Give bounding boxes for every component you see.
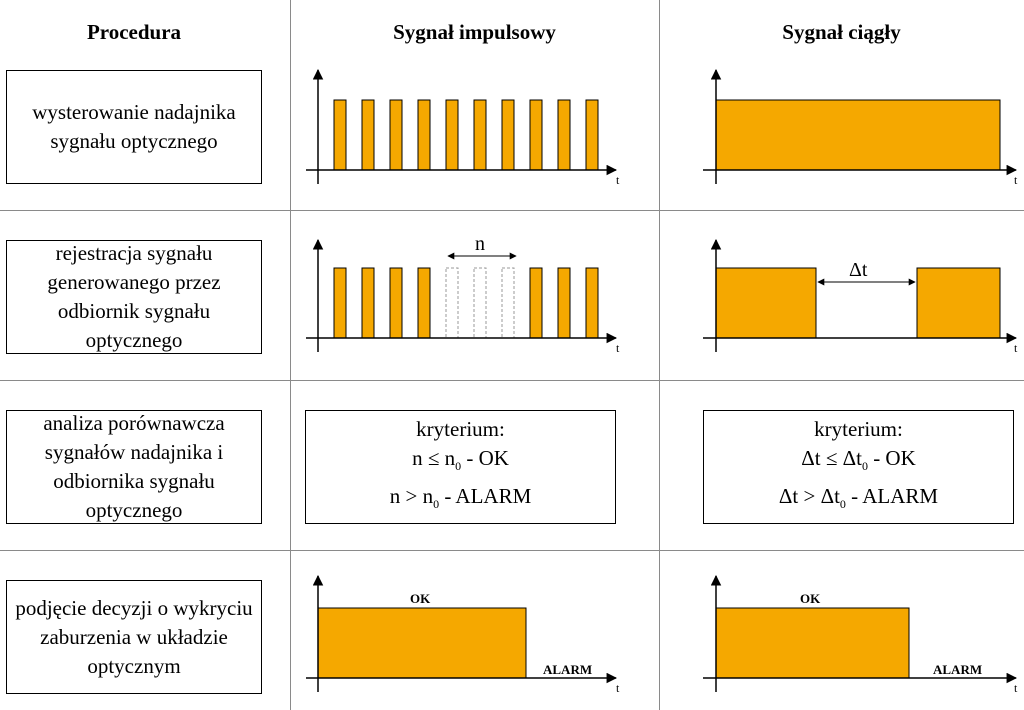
gap-label-dt: Δt [849,259,868,281]
criterion-alarm-sub: 0 [433,496,440,511]
pulse-bar [389,99,403,171]
axis-label-t: t [1014,173,1018,187]
row-divider-2 [0,380,1024,381]
missing-pulse [445,267,459,339]
pulse-bar [585,99,599,171]
procedure-text-1: wysterowanie nadajnika sygnału optyczneg… [32,100,236,153]
criterion-alarm-lhs: n > n [389,483,434,508]
procedure-text-4: podjęcie decyzji o wykryciu zaburzenia w… [15,595,253,678]
pulse-bar [417,267,431,339]
pulse-bar [529,267,543,339]
decision-alarm-label: ALARM [543,662,592,677]
pulse-bar [445,99,459,171]
procedure-text-3: analiza porównawcza sygnałów nadajnika i… [43,411,225,522]
criterion-alarm-line: n > n0 - ALARM [390,482,532,519]
decision-ok-bar [715,607,910,679]
procedure-box-1: wysterowanie nadajnika sygnału optyczneg… [6,70,262,184]
criterion-ok-lhs: n ≤ n [412,446,456,471]
header-continuous-signal: Sygnał ciągły [782,20,901,44]
criterion-ok-rhs: - OK [461,446,509,471]
procedure-text-2: rejestracja sygnału generowanego przez o… [47,241,221,352]
pulse-received-diagram: n t [306,233,620,355]
pulse-bar [389,267,403,339]
missing-pulse [501,267,515,339]
row-divider-3 [0,550,1024,551]
criterion-ok-rhs: - OK [867,446,916,471]
decision-ok-label: OK [410,591,431,606]
pulse-bar [557,99,571,171]
continuous-signal-bar [715,267,817,339]
procedure-box-4: podjęcie decyzji o wykryciu zaburzenia w… [6,580,262,694]
criterion-ok-sub: 0 [455,459,462,474]
criterion-alarm-line: Δt > Δt0 - ALARM [779,482,938,519]
pulse-bar [361,267,375,339]
criterion-alarm-sub: 0 [839,496,846,511]
pulse-transmit-diagram: t [306,68,620,187]
header-pulse-signal: Sygnał impulsowy [393,20,556,44]
pulse-bar [501,99,515,171]
decision-ok-bar [317,607,527,679]
pulse-bar [333,99,347,171]
pulse-bar [557,267,571,339]
criterion-ok-line: Δt ≤ Δt0 - OK [801,444,916,481]
axis-label-t: t [1014,681,1018,695]
axis-label-t: t [1014,341,1018,355]
continuous-transmit-diagram: t [703,68,1018,187]
column-divider-1 [290,0,291,710]
criterion-ok-line: n ≤ n0 - OK [412,444,509,481]
pulse-bar [361,99,375,171]
pulse-bar [529,99,543,171]
criterion-alarm-lhs: Δt > Δt [778,483,840,508]
column-divider-2 [659,0,660,710]
procedure-box-2: rejestracja sygnału generowanego przez o… [6,240,262,354]
header-procedure: Procedura [86,20,182,44]
pulse-bar [417,99,431,171]
procedure-box-3: analiza porównawcza sygnałów nadajnika i… [6,410,262,524]
continuous-received-diagram: Δt t [703,238,1018,355]
gap-label-n: n [475,233,485,255]
criterion-alarm-rhs: - ALARM [845,483,939,508]
criterion-ok-sub: 0 [861,459,868,474]
criterion-title: kryterium: [814,417,903,442]
continuous-signal-bar [715,99,1001,171]
criterion-ok-lhs: Δt ≤ Δt [801,446,862,471]
axis-label-t: t [616,681,620,695]
row-divider-1 [0,210,1024,211]
axis-label-t: t [616,341,620,355]
continuous-signal-bar [916,267,1001,339]
pulse-decision-diagram: OK ALARM t [306,574,620,695]
missing-pulse [473,267,487,339]
continuous-decision-diagram: OK ALARM t [703,574,1018,695]
decision-alarm-label: ALARM [933,662,982,677]
pulse-criterion-box: kryterium: n ≤ n0 - OK n > n0 - ALARM [305,410,616,524]
criterion-title: kryterium: [416,417,505,442]
continuous-criterion-box: kryterium: Δt ≤ Δt0 - OK Δt > Δt0 - ALAR… [703,410,1014,524]
pulse-bar [333,267,347,339]
axis-label-t: t [616,173,620,187]
pulse-bar [473,99,487,171]
pulse-bar [585,267,599,339]
criterion-alarm-rhs: - ALARM [439,483,532,508]
decision-ok-label: OK [800,591,821,606]
